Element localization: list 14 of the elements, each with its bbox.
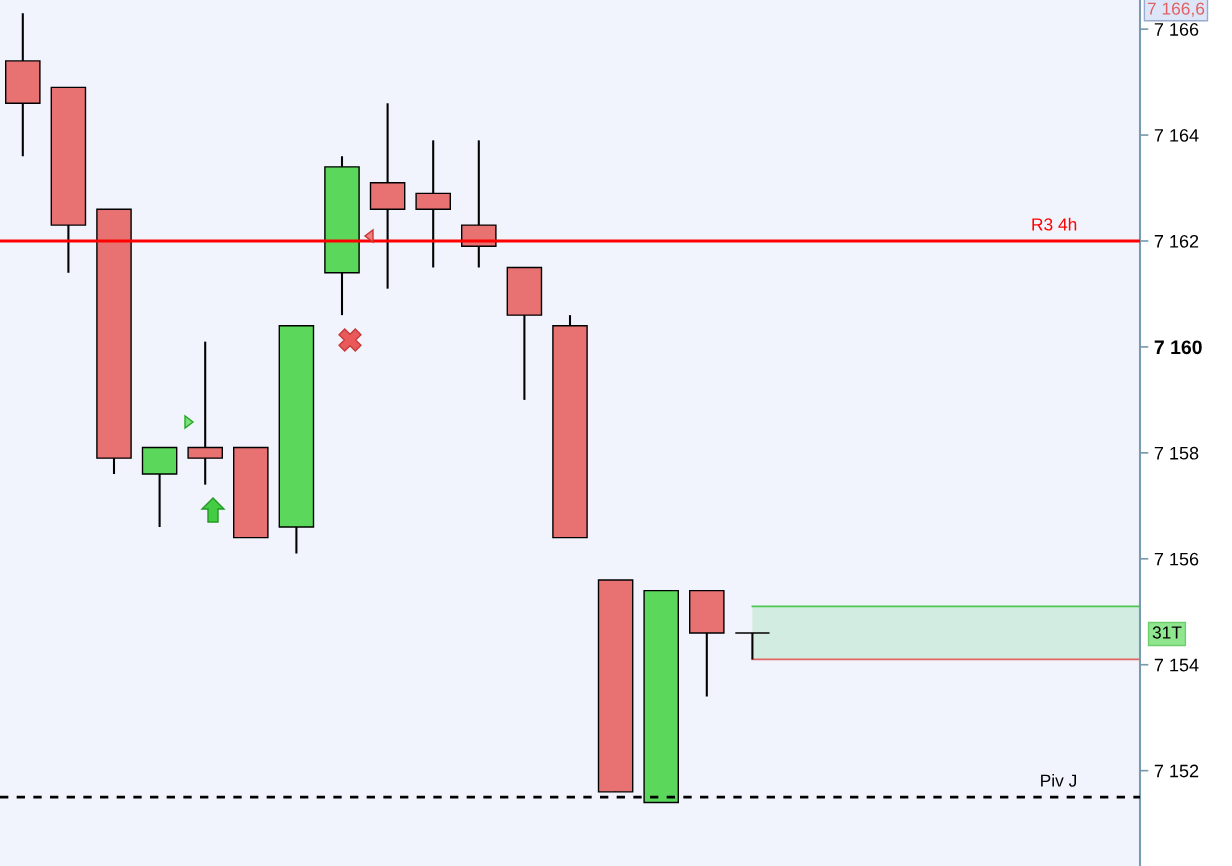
- y-tick-label: 7 154: [1154, 658, 1199, 672]
- y-tick-label: 7 158: [1154, 446, 1199, 460]
- text: 7 166,6: [1147, 2, 1205, 17]
- candlestick: [415, 139, 451, 269]
- y-tick-label: 7 152: [1154, 764, 1199, 778]
- candlestick: [734, 631, 771, 661]
- y-tick-label: 7 156: [1154, 552, 1199, 566]
- ref-line-label: Piv J: [1041, 774, 1077, 787]
- y-tick-label: 7 162: [1154, 234, 1199, 248]
- ref-line-label: R3 4h: [1032, 217, 1077, 231]
- text: 31T: [1152, 626, 1182, 639]
- y-tick-label: 7 166: [1154, 23, 1199, 36]
- y-tick-label: 7 160: [1154, 340, 1202, 355]
- y-tick-label: 7 164: [1154, 129, 1199, 142]
